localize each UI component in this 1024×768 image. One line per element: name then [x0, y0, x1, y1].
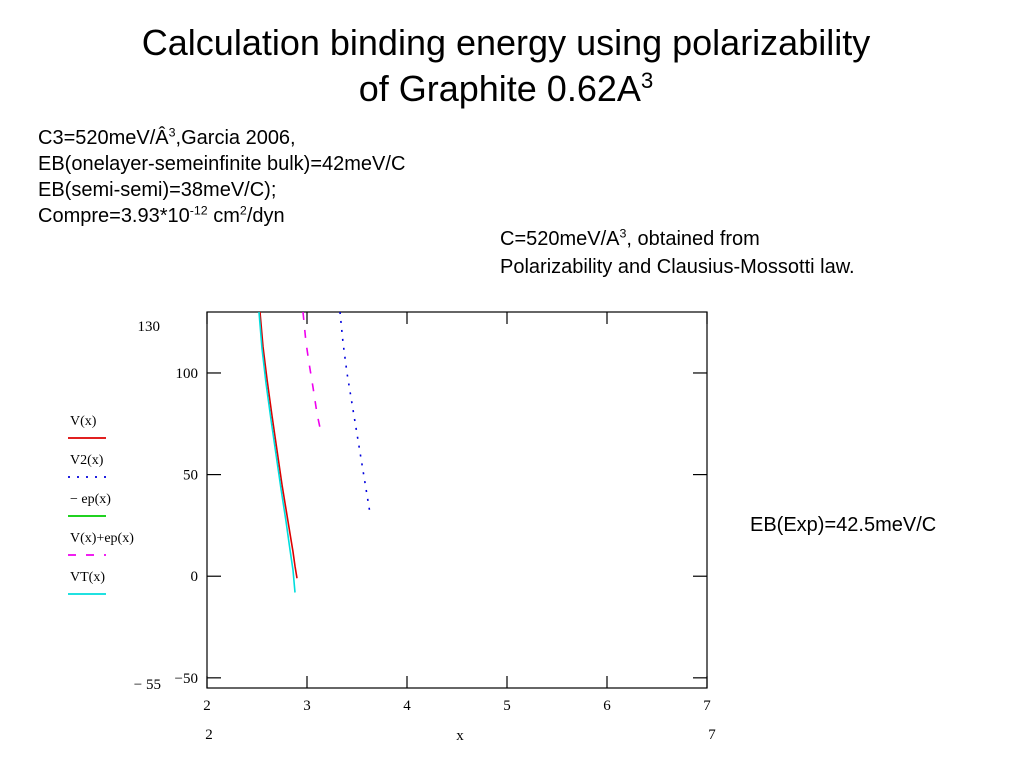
plot-frame [206, 311, 708, 689]
x-axis-label: x [456, 728, 464, 744]
y-range-min-label: − 55 [134, 677, 161, 693]
note-compre-sup1: -12 [189, 203, 208, 218]
note-compre-a: Compre=3.93*10 [38, 205, 190, 227]
x-tick-label: 5 [503, 698, 511, 714]
y-tick-label: 50 [183, 468, 198, 484]
note-right-line-1: C=520meV/A3, obtained from [500, 225, 855, 253]
y-tick-label: 0 [191, 569, 199, 585]
x-tick-label: 7 [703, 698, 711, 714]
note-right-line-1-sup: 3 [619, 226, 627, 241]
title-line-2: of Graphite 0.62A3 [0, 66, 1012, 112]
series-line-4 [258, 312, 296, 593]
series-line-1 [339, 312, 371, 514]
x-tick-label: 2 [203, 698, 211, 714]
note-right-line-1-b: , obtained from [626, 228, 760, 250]
title-line-2-text: of Graphite 0.62A [358, 68, 641, 109]
x-range-min-label: 2 [205, 727, 213, 743]
note-compre-sup2: 2 [239, 203, 247, 218]
note-compre-b: cm [207, 205, 240, 227]
eb-exp-label: EB(Exp)=42.5meV/C [750, 514, 937, 536]
x-tick-label: 4 [403, 698, 411, 714]
series-line-0 [259, 312, 298, 579]
note-c3-b: ,Garcia 2006, [175, 127, 296, 149]
x-tick-label: 6 [603, 698, 611, 714]
note-eb-onelayer: EB(onelayer-semeinfinite bulk)=42meV/C [38, 153, 406, 175]
x-tick-label: 3 [303, 698, 311, 714]
clausius-mossotti-note: C=520meV/A3, obtained from Polarizabilit… [500, 225, 855, 281]
note-c3: C3=520meV/Â3,Garcia 2006, [38, 125, 405, 151]
parameter-notes: C3=520meV/Â3,Garcia 2006, EB(onelayer-se… [38, 125, 405, 229]
note-compre-c: /dyn [246, 205, 285, 227]
title-line-1: Calculation binding energy using polariz… [141, 22, 871, 63]
y-range-max-label: 130 [138, 319, 161, 335]
x-range-max-label: 7 [708, 727, 716, 743]
note-right-line-1-a: C=520meV/A [500, 228, 620, 250]
title-line-2-sup: 3 [640, 68, 654, 93]
legend-label-0: V(x) [70, 414, 97, 429]
y-tick-label: 100 [176, 366, 199, 382]
note-c3-sup: 3 [168, 125, 176, 140]
legend-label-1: V2(x) [70, 453, 104, 468]
legend-label-4: VT(x) [70, 570, 105, 585]
slide-title: Calculation binding energy using polariz… [0, 20, 1012, 112]
note-c3-a: C3=520meV/Â [38, 127, 169, 149]
note-compre: Compre=3.93*10-12 cm2/dyn [38, 203, 405, 229]
series-line-3 [302, 312, 321, 428]
y-tick-label: −50 [175, 671, 198, 687]
legend-label-3: V(x)+ep(x) [70, 531, 134, 546]
note-right-line-2: Polarizability and Clausius-Mossotti law… [500, 256, 855, 278]
legend-label-2: − ep(x) [70, 492, 111, 507]
note-eb-semi: EB(semi-semi)=38meV/C); [38, 179, 277, 201]
